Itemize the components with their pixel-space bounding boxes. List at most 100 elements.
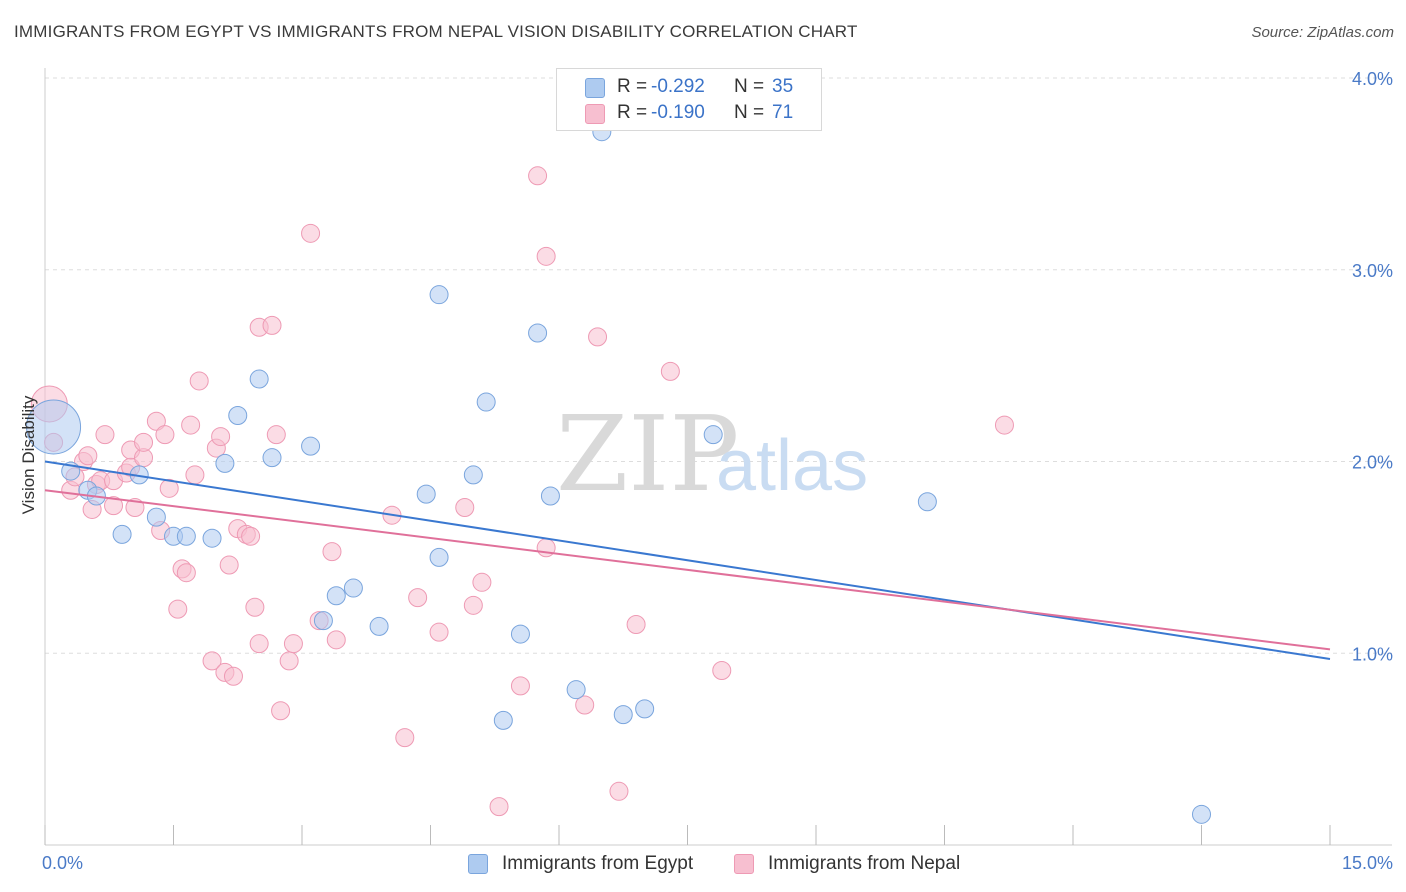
nepal-point	[712, 661, 732, 681]
nepal-trend-line	[44, 489, 1331, 651]
y-tick-label: 3.0%	[1352, 261, 1393, 281]
nepal-point	[994, 415, 1014, 435]
chart-title: IMMIGRANTS FROM EGYPT VS IMMIGRANTS FROM…	[14, 22, 858, 41]
legend-row-egypt: R = -0.292 N = 35	[557, 75, 821, 99]
egypt-point	[202, 528, 222, 548]
y-tick-label: 1.0%	[1352, 644, 1393, 664]
egypt-point	[262, 448, 282, 468]
x-tick-label: 15.0%	[1342, 853, 1393, 873]
n-label: N =	[734, 76, 765, 97]
egypt-point	[613, 705, 633, 725]
egypt-point	[112, 524, 132, 544]
watermark-atlas: atlas	[716, 426, 868, 506]
egypt-point	[510, 624, 530, 644]
egypt-point	[429, 547, 449, 567]
nepal-point	[262, 315, 282, 335]
nepal-point	[283, 634, 303, 654]
r-value: -0.190	[651, 102, 705, 123]
nepal-point	[528, 166, 548, 186]
watermark-zip: ZIP	[556, 393, 739, 515]
nepal-point	[536, 246, 556, 266]
n-value: 71	[772, 102, 794, 123]
nepal-point	[219, 555, 239, 575]
n-label: N =	[734, 102, 765, 123]
egypt-point	[416, 484, 436, 504]
nepal-point	[104, 496, 124, 516]
nepal-point	[463, 595, 483, 615]
nepal-point	[176, 563, 196, 583]
grid-lines	[45, 77, 1392, 654]
nepal-point	[181, 415, 201, 435]
nepal-point	[326, 630, 346, 650]
nepal-point	[408, 588, 428, 608]
nepal-point	[301, 223, 321, 243]
egypt-point	[369, 616, 389, 636]
nepal-point	[185, 465, 205, 485]
nepal-point	[134, 432, 154, 452]
nepal-point	[168, 599, 188, 619]
nepal-swatch	[585, 104, 605, 124]
nepal-point	[125, 498, 145, 518]
egypt-point	[493, 710, 513, 730]
source-label: Source: ZipAtlas.com	[1251, 24, 1394, 41]
nepal-point	[241, 526, 261, 546]
nepal-point	[271, 701, 291, 721]
watermark: ZIP atlas	[556, 393, 868, 515]
nepal-point	[202, 651, 222, 671]
egypt-point	[1192, 804, 1211, 824]
nepal-point	[146, 411, 166, 431]
nepal-point	[609, 781, 629, 801]
legend-label-egypt: Immigrants from Egypt	[502, 853, 694, 874]
egypt-point	[343, 578, 363, 598]
egypt-point	[635, 699, 655, 719]
egypt-point	[313, 611, 333, 631]
egypt-point	[215, 453, 235, 473]
correlation-legend: R = -0.292 N = 35 R = -0.190 N = 71	[556, 68, 822, 131]
n-value: 35	[772, 76, 794, 97]
egypt-point	[917, 492, 937, 512]
legend-item-egypt[interactable]: Immigrants from Egypt	[468, 853, 693, 875]
nepal-point	[155, 425, 175, 445]
nepal-point	[588, 327, 608, 347]
nepal-point	[575, 695, 595, 715]
egypt-point	[528, 323, 548, 343]
nepal-point	[159, 478, 179, 498]
egypt-point	[176, 526, 196, 546]
x-tick-label: 0.0%	[42, 853, 83, 873]
r-label: R =	[617, 76, 648, 97]
egypt-point	[703, 425, 723, 445]
egypt-point	[566, 680, 586, 700]
r-label: R =	[617, 102, 648, 123]
series-legend: Immigrants from Egypt Immigrants from Ne…	[0, 851, 1406, 877]
nepal-swatch	[734, 854, 754, 874]
legend-row-nepal: R = -0.190 N = 71	[557, 101, 821, 125]
egypt-point	[301, 436, 321, 456]
nepal-point	[472, 572, 492, 592]
nepal-point	[489, 797, 509, 817]
tick-labels: 1.0% 2.0% 3.0% 4.0% 0.0% 15.0%	[42, 69, 1393, 873]
legend-label-nepal: Immigrants from Nepal	[768, 853, 961, 874]
y-axis-label: Vision Disability	[19, 395, 38, 514]
legend-item-nepal[interactable]: Immigrants from Nepal	[734, 853, 960, 875]
nepal-point	[95, 425, 115, 445]
nepal-point	[211, 427, 231, 447]
nepal-point	[510, 676, 530, 696]
axes	[44, 68, 1392, 846]
nepal-point	[322, 542, 342, 562]
nepal-point	[223, 666, 243, 686]
egypt-point	[26, 399, 82, 455]
nepal-point	[395, 728, 415, 748]
nepal-point	[279, 651, 299, 671]
egypt-point	[326, 586, 346, 606]
egypt-point	[463, 465, 483, 485]
y-tick-label: 4.0%	[1352, 69, 1393, 89]
egypt-swatch	[468, 854, 488, 874]
trend-lines	[44, 460, 1331, 660]
egypt-point	[249, 369, 269, 389]
nepal-point	[249, 634, 269, 654]
egypt-point	[146, 507, 166, 527]
r-value: -0.292	[651, 76, 705, 97]
egypt-point	[540, 486, 560, 506]
nepal-point	[626, 614, 646, 634]
